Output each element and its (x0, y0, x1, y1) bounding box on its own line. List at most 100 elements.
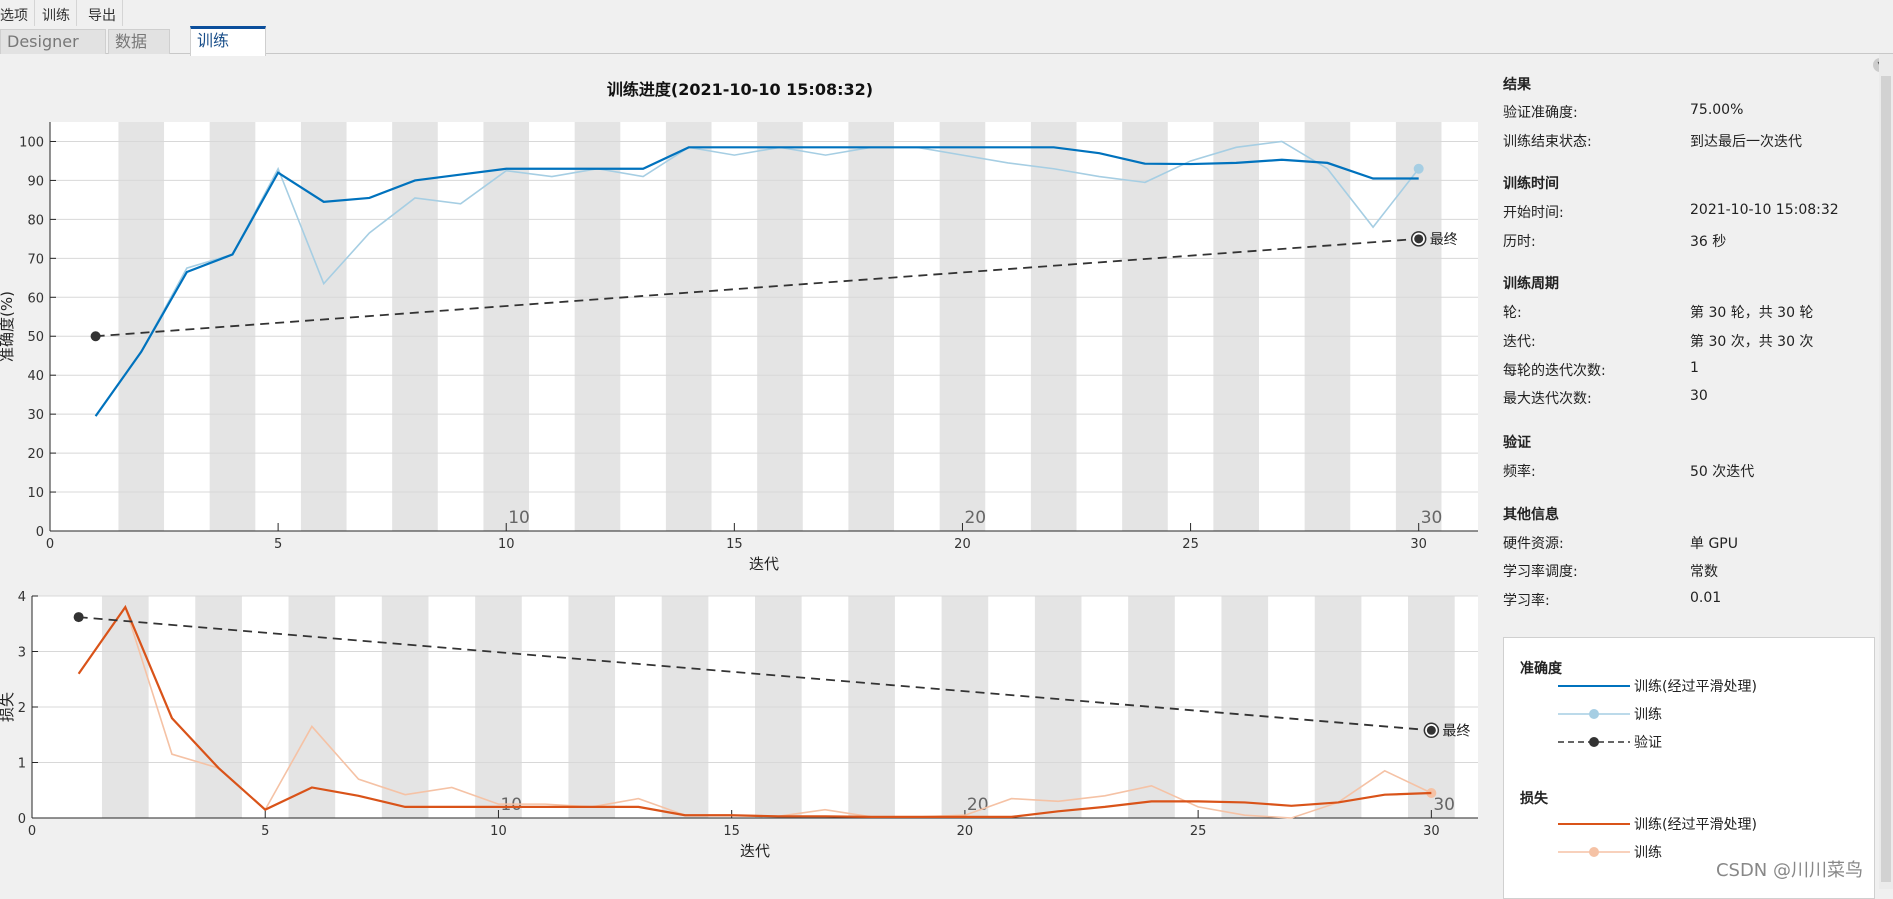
loss-x-tick-label: 30 (1423, 824, 1440, 839)
legend-accuracy-title: 准确度 (1520, 661, 1562, 677)
acc-final-label: 最终 (1430, 232, 1458, 248)
acc-x-tick-label: 25 (1182, 537, 1199, 552)
acc-y-tick-label: 70 (27, 252, 44, 267)
iter-per-epoch-value: 1 (1690, 360, 1699, 376)
acc-epoch-band (848, 122, 895, 531)
acc-x-axis-label: 迭代 (749, 555, 779, 573)
max-iter-label: 最大迭代次数: (1503, 391, 1592, 407)
other-info-title: 其他信息 (1503, 507, 1559, 523)
acc-epoch-label: 20 (964, 508, 986, 528)
loss-y-tick-label: 2 (18, 701, 26, 716)
acc-y-tick-label: 80 (27, 213, 44, 228)
val-acc-label: 验证准确度: (1503, 105, 1578, 121)
acc-y-tick-label: 30 (27, 408, 44, 423)
elapsed-value: 36 秒 (1690, 234, 1727, 250)
acc-epoch-band (483, 122, 530, 531)
acc-epoch-band (665, 122, 712, 531)
acc-validation-start-point (90, 331, 101, 342)
loss-y-tick-label: 3 (18, 646, 26, 661)
acc-train-line (94, 140, 1420, 417)
acc-epoch-band (392, 122, 438, 531)
acc-y-tick-label: 0 (36, 525, 44, 540)
learning-rate-label: 学习率: (1503, 593, 1550, 609)
loss-x-axis-label: 迭代 (740, 842, 770, 860)
acc-epoch-band (118, 122, 165, 531)
loss-y-tick-label: 4 (18, 590, 26, 605)
menu-options[interactable]: 选项 (0, 0, 35, 26)
loss-x-tick-label: 25 (1190, 824, 1207, 839)
acc-y-tick-label: 60 (27, 291, 44, 306)
loss-smooth-line (77, 604, 1432, 818)
chart-title: 训练进度(2021-10-10 15:08:32) (606, 80, 874, 99)
hardware-value: 单 GPU (1690, 536, 1738, 552)
frequency-label: 频率: (1503, 464, 1536, 480)
tab-bar: Designer 数据 训练 ▾ (0, 26, 1893, 72)
hardware-label: 硬件资源: (1503, 536, 1564, 552)
acc-y-tick-label: 50 (27, 330, 44, 345)
legend-acc-val-swatch (1558, 737, 1630, 747)
info-panel: 结果 验证准确度: 75.00% 训练结束状态: 到达最后一次迭代 训练时间 开… (1500, 54, 1893, 899)
legend-acc-train-swatch (1558, 709, 1630, 719)
loss-epoch-label: 20 (967, 795, 989, 815)
legend-acc-smooth-swatch (1558, 685, 1630, 687)
acc-x-tick-label: 10 (498, 537, 515, 552)
iteration-label: 迭代: (1503, 334, 1536, 350)
validation-title: 验证 (1503, 435, 1531, 451)
elapsed-label: 历时: (1503, 234, 1536, 250)
loss-y-tick-label: 1 (18, 757, 26, 772)
tab-designer[interactable]: Designer (0, 29, 106, 54)
acc-x-tick-label: 20 (954, 537, 971, 552)
vertical-scrollbar[interactable] (1879, 54, 1893, 889)
acc-x-tick-label: 0 (46, 537, 54, 552)
acc-train-last-point (1413, 163, 1424, 174)
acc-y-tick-label: 10 (27, 486, 44, 501)
legend-loss-smooth-swatch (1558, 823, 1630, 825)
loss-epoch-label: 10 (500, 795, 522, 815)
cycle-title: 训练周期 (1503, 276, 1559, 292)
epoch-value: 第 30 轮，共 30 轮 (1690, 305, 1814, 321)
epoch-label: 轮: (1503, 305, 1522, 321)
acc-y-axis-label: 准确度(%) (0, 291, 16, 362)
loss-y-axis-label: 损失 (0, 692, 16, 722)
legend-loss-train-swatch (1558, 847, 1630, 857)
menu-export[interactable]: 导出 (82, 0, 123, 26)
loss-x-tick-label: 20 (957, 824, 974, 839)
acc-x-tick-label: 30 (1410, 537, 1427, 552)
acc-x-tick-label: 5 (274, 537, 282, 552)
max-iter-value: 30 (1690, 388, 1708, 404)
menu-train[interactable]: 训练 (36, 0, 77, 26)
acc-epoch-band (757, 122, 803, 531)
legend-acc-smooth-label: 训练(经过平滑处理) (1634, 679, 1757, 695)
iter-per-epoch-label: 每轮的迭代次数: (1503, 363, 1606, 379)
loss-x-tick-label: 15 (723, 824, 740, 839)
lr-schedule-value: 常数 (1690, 564, 1718, 580)
start-time-label: 开始时间: (1503, 205, 1564, 221)
scrollbar-thumb[interactable] (1881, 76, 1891, 882)
acc-epoch-band (1395, 122, 1442, 531)
acc-smooth-line (94, 146, 1419, 417)
tab-data[interactable]: 数据 (108, 29, 170, 54)
legend-acc-val-label: 验证 (1634, 735, 1662, 751)
tab-training[interactable]: 训练 (190, 26, 266, 56)
legend-acc-train-label: 训练 (1634, 707, 1662, 723)
val-acc-value: 75.00% (1690, 102, 1744, 118)
acc-x-tick-label: 15 (726, 537, 743, 552)
acc-epoch-band (1030, 122, 1077, 531)
acc-final-marker-dot (1414, 234, 1424, 244)
acc-y-tick-label: 90 (27, 174, 44, 189)
acc-epoch-band (1122, 122, 1168, 531)
acc-epoch-band (1213, 122, 1260, 531)
legend: 准确度 训练(经过平滑处理) 训练 验证 损失 训练(经过平滑处理) 训练 (1503, 637, 1875, 899)
results-title: 结果 (1503, 77, 1531, 93)
loss-epoch-label: 30 (1433, 795, 1455, 815)
lr-schedule-label: 学习率调度: (1503, 564, 1578, 580)
acc-y-tick-label: 100 (19, 135, 44, 150)
acc-validation-line (95, 237, 1419, 338)
loss-validation-line (78, 616, 1432, 732)
loss-x-tick-label: 0 (28, 824, 36, 839)
acc-epoch-label: 10 (508, 508, 530, 528)
acc-epoch-band (939, 122, 986, 531)
plot-area: 训练进度(2021-10-10 15:08:32) 0 5 10 15 20 25 30 0 1… (0, 54, 1500, 889)
loss-y-tick-label: 0 (18, 812, 26, 827)
